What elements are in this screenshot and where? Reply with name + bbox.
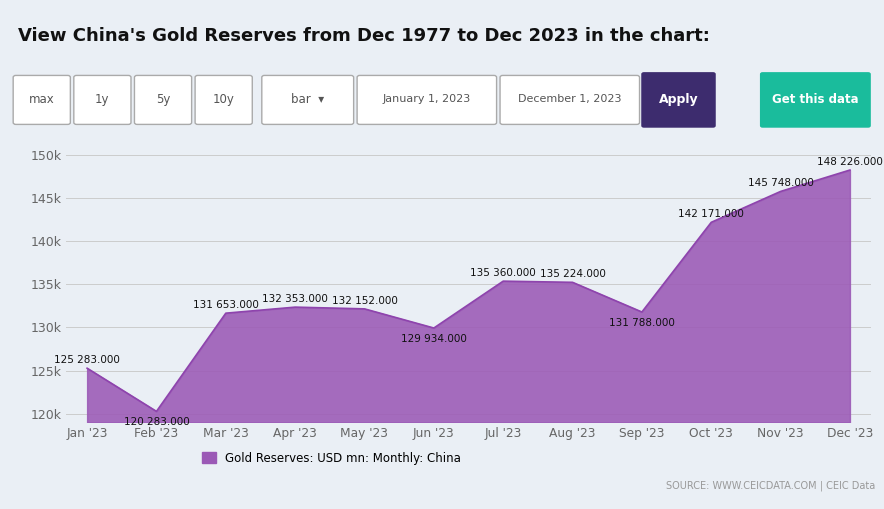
Text: 129 934.000: 129 934.000 <box>401 333 467 344</box>
Text: 125 283.000: 125 283.000 <box>54 355 120 365</box>
FancyBboxPatch shape <box>357 75 497 124</box>
Text: max: max <box>29 93 55 106</box>
Text: View China's Gold Reserves from Dec 1977 to Dec 2023 in the chart:: View China's Gold Reserves from Dec 1977… <box>18 27 709 45</box>
FancyBboxPatch shape <box>500 75 639 124</box>
Text: Apply: Apply <box>659 93 698 106</box>
FancyBboxPatch shape <box>195 75 252 124</box>
Text: 131 653.000: 131 653.000 <box>193 300 259 310</box>
FancyBboxPatch shape <box>641 72 716 128</box>
Text: January 1, 2023: January 1, 2023 <box>383 94 471 104</box>
FancyBboxPatch shape <box>74 75 131 124</box>
Text: 5y: 5y <box>156 93 171 106</box>
Text: bar  ▾: bar ▾ <box>291 93 324 106</box>
Text: 132 152.000: 132 152.000 <box>332 296 398 306</box>
FancyBboxPatch shape <box>13 75 71 124</box>
FancyBboxPatch shape <box>262 75 354 124</box>
Text: Get this data: Get this data <box>772 93 858 106</box>
Text: SOURCE: WWW.CEICDATA.COM | CEIC Data: SOURCE: WWW.CEICDATA.COM | CEIC Data <box>666 481 875 491</box>
Text: 148 226.000: 148 226.000 <box>817 157 883 167</box>
Text: 132 353.000: 132 353.000 <box>263 294 328 304</box>
Text: 135 224.000: 135 224.000 <box>539 269 606 279</box>
Text: December 1, 2023: December 1, 2023 <box>518 94 621 104</box>
FancyBboxPatch shape <box>760 72 871 128</box>
Text: 142 171.000: 142 171.000 <box>678 209 744 219</box>
Legend: Gold Reserves: USD mn: Monthly: China: Gold Reserves: USD mn: Monthly: China <box>197 447 466 469</box>
FancyBboxPatch shape <box>134 75 192 124</box>
Text: 145 748.000: 145 748.000 <box>748 179 813 188</box>
Text: 120 283.000: 120 283.000 <box>124 417 189 427</box>
Text: 1y: 1y <box>95 93 110 106</box>
Text: 135 360.000: 135 360.000 <box>470 268 536 278</box>
Text: 10y: 10y <box>213 93 234 106</box>
Text: 131 788.000: 131 788.000 <box>609 318 674 328</box>
